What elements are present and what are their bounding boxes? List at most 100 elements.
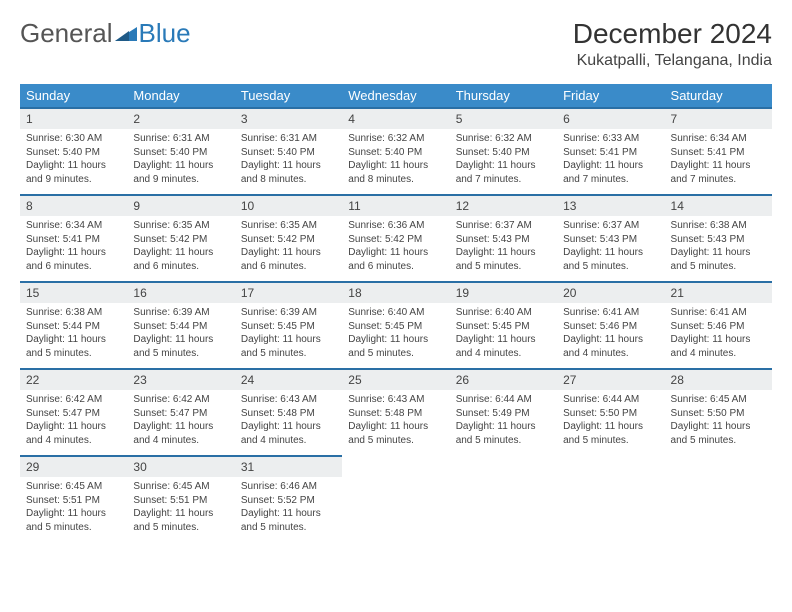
sunset-text: Sunset: 5:46 PM: [563, 320, 658, 334]
daylight-text: Daylight: 11 hours and 5 minutes.: [133, 333, 228, 360]
brand-word-1: General: [20, 18, 113, 49]
brand-logo: General Blue: [20, 18, 191, 49]
weekday-wednesday: Wednesday: [342, 84, 449, 108]
calendar-day-cell: 13Sunrise: 6:37 AMSunset: 5:43 PMDayligh…: [557, 195, 664, 282]
sunrise-text: Sunrise: 6:37 AM: [563, 219, 658, 233]
sunset-text: Sunset: 5:40 PM: [456, 146, 551, 160]
day-number: 6: [557, 109, 664, 129]
daylight-text: Daylight: 11 hours and 4 minutes.: [671, 333, 766, 360]
day-number: 14: [665, 196, 772, 216]
sunset-text: Sunset: 5:47 PM: [133, 407, 228, 421]
sunrise-text: Sunrise: 6:40 AM: [348, 306, 443, 320]
sunrise-text: Sunrise: 6:37 AM: [456, 219, 551, 233]
day-number: 9: [127, 196, 234, 216]
calendar-day-cell: 24Sunrise: 6:43 AMSunset: 5:48 PMDayligh…: [235, 369, 342, 456]
day-number: 20: [557, 283, 664, 303]
daylight-text: Daylight: 11 hours and 9 minutes.: [133, 159, 228, 186]
sunrise-text: Sunrise: 6:43 AM: [348, 393, 443, 407]
day-details: Sunrise: 6:37 AMSunset: 5:43 PMDaylight:…: [450, 216, 557, 281]
day-details: Sunrise: 6:39 AMSunset: 5:45 PMDaylight:…: [235, 303, 342, 368]
daylight-text: Daylight: 11 hours and 4 minutes.: [133, 420, 228, 447]
calendar-day-cell: 25Sunrise: 6:43 AMSunset: 5:48 PMDayligh…: [342, 369, 449, 456]
sunset-text: Sunset: 5:47 PM: [26, 407, 121, 421]
sunset-text: Sunset: 5:50 PM: [563, 407, 658, 421]
calendar-day-cell: 22Sunrise: 6:42 AMSunset: 5:47 PMDayligh…: [20, 369, 127, 456]
weekday-monday: Monday: [127, 84, 234, 108]
calendar-day-cell: 14Sunrise: 6:38 AMSunset: 5:43 PMDayligh…: [665, 195, 772, 282]
sunset-text: Sunset: 5:41 PM: [563, 146, 658, 160]
day-details: Sunrise: 6:45 AMSunset: 5:50 PMDaylight:…: [665, 390, 772, 455]
day-details: Sunrise: 6:33 AMSunset: 5:41 PMDaylight:…: [557, 129, 664, 194]
calendar-week-row: 29Sunrise: 6:45 AMSunset: 5:51 PMDayligh…: [20, 456, 772, 542]
day-number: 23: [127, 370, 234, 390]
sunset-text: Sunset: 5:46 PM: [671, 320, 766, 334]
sunset-text: Sunset: 5:43 PM: [563, 233, 658, 247]
calendar-day-cell: 10Sunrise: 6:35 AMSunset: 5:42 PMDayligh…: [235, 195, 342, 282]
calendar-day-cell: 9Sunrise: 6:35 AMSunset: 5:42 PMDaylight…: [127, 195, 234, 282]
day-details: Sunrise: 6:30 AMSunset: 5:40 PMDaylight:…: [20, 129, 127, 194]
day-number: 13: [557, 196, 664, 216]
daylight-text: Daylight: 11 hours and 6 minutes.: [26, 246, 121, 273]
calendar-day-cell: 16Sunrise: 6:39 AMSunset: 5:44 PMDayligh…: [127, 282, 234, 369]
sunrise-text: Sunrise: 6:38 AM: [26, 306, 121, 320]
sunset-text: Sunset: 5:40 PM: [133, 146, 228, 160]
sunset-text: Sunset: 5:41 PM: [671, 146, 766, 160]
sunset-text: Sunset: 5:43 PM: [456, 233, 551, 247]
daylight-text: Daylight: 11 hours and 5 minutes.: [671, 246, 766, 273]
day-details: Sunrise: 6:42 AMSunset: 5:47 PMDaylight:…: [127, 390, 234, 455]
weekday-sunday: Sunday: [20, 84, 127, 108]
sunrise-text: Sunrise: 6:46 AM: [241, 480, 336, 494]
weekday-thursday: Thursday: [450, 84, 557, 108]
calendar-day-cell: 5Sunrise: 6:32 AMSunset: 5:40 PMDaylight…: [450, 108, 557, 195]
day-number: 22: [20, 370, 127, 390]
calendar-day-cell: 20Sunrise: 6:41 AMSunset: 5:46 PMDayligh…: [557, 282, 664, 369]
day-details: Sunrise: 6:46 AMSunset: 5:52 PMDaylight:…: [235, 477, 342, 542]
calendar-day-cell: 29Sunrise: 6:45 AMSunset: 5:51 PMDayligh…: [20, 456, 127, 542]
day-details: Sunrise: 6:35 AMSunset: 5:42 PMDaylight:…: [127, 216, 234, 281]
sunset-text: Sunset: 5:51 PM: [133, 494, 228, 508]
sunset-text: Sunset: 5:42 PM: [133, 233, 228, 247]
calendar-day-cell: 21Sunrise: 6:41 AMSunset: 5:46 PMDayligh…: [665, 282, 772, 369]
brand-word-2: Blue: [139, 18, 191, 49]
day-number: 18: [342, 283, 449, 303]
sunrise-text: Sunrise: 6:39 AM: [241, 306, 336, 320]
sunrise-text: Sunrise: 6:31 AM: [241, 132, 336, 146]
day-details: Sunrise: 6:40 AMSunset: 5:45 PMDaylight:…: [450, 303, 557, 368]
daylight-text: Daylight: 11 hours and 5 minutes.: [241, 507, 336, 534]
day-details: Sunrise: 6:42 AMSunset: 5:47 PMDaylight:…: [20, 390, 127, 455]
day-details: Sunrise: 6:34 AMSunset: 5:41 PMDaylight:…: [20, 216, 127, 281]
sunset-text: Sunset: 5:52 PM: [241, 494, 336, 508]
day-details: Sunrise: 6:38 AMSunset: 5:43 PMDaylight:…: [665, 216, 772, 281]
sunset-text: Sunset: 5:42 PM: [348, 233, 443, 247]
brand-triangle-icon: [115, 25, 137, 43]
day-number: 10: [235, 196, 342, 216]
calendar-day-cell: 28Sunrise: 6:45 AMSunset: 5:50 PMDayligh…: [665, 369, 772, 456]
day-number: 7: [665, 109, 772, 129]
sunrise-text: Sunrise: 6:30 AM: [26, 132, 121, 146]
day-details: Sunrise: 6:38 AMSunset: 5:44 PMDaylight:…: [20, 303, 127, 368]
day-details: Sunrise: 6:40 AMSunset: 5:45 PMDaylight:…: [342, 303, 449, 368]
calendar-day-cell: 27Sunrise: 6:44 AMSunset: 5:50 PMDayligh…: [557, 369, 664, 456]
daylight-text: Daylight: 11 hours and 5 minutes.: [348, 333, 443, 360]
sunset-text: Sunset: 5:49 PM: [456, 407, 551, 421]
day-details: Sunrise: 6:45 AMSunset: 5:51 PMDaylight:…: [127, 477, 234, 542]
day-details: Sunrise: 6:44 AMSunset: 5:50 PMDaylight:…: [557, 390, 664, 455]
sunset-text: Sunset: 5:45 PM: [456, 320, 551, 334]
calendar-day-cell: 23Sunrise: 6:42 AMSunset: 5:47 PMDayligh…: [127, 369, 234, 456]
calendar-day-cell: [665, 456, 772, 542]
sunset-text: Sunset: 5:40 PM: [26, 146, 121, 160]
sunset-text: Sunset: 5:42 PM: [241, 233, 336, 247]
day-details: Sunrise: 6:41 AMSunset: 5:46 PMDaylight:…: [665, 303, 772, 368]
day-number: 25: [342, 370, 449, 390]
sunrise-text: Sunrise: 6:42 AM: [26, 393, 121, 407]
day-details: Sunrise: 6:34 AMSunset: 5:41 PMDaylight:…: [665, 129, 772, 194]
daylight-text: Daylight: 11 hours and 5 minutes.: [563, 420, 658, 447]
sunrise-text: Sunrise: 6:45 AM: [26, 480, 121, 494]
calendar-day-cell: 15Sunrise: 6:38 AMSunset: 5:44 PMDayligh…: [20, 282, 127, 369]
calendar-day-cell: [342, 456, 449, 542]
day-details: Sunrise: 6:31 AMSunset: 5:40 PMDaylight:…: [127, 129, 234, 194]
day-details: Sunrise: 6:37 AMSunset: 5:43 PMDaylight:…: [557, 216, 664, 281]
sunrise-text: Sunrise: 6:35 AM: [241, 219, 336, 233]
day-details: Sunrise: 6:31 AMSunset: 5:40 PMDaylight:…: [235, 129, 342, 194]
daylight-text: Daylight: 11 hours and 8 minutes.: [348, 159, 443, 186]
